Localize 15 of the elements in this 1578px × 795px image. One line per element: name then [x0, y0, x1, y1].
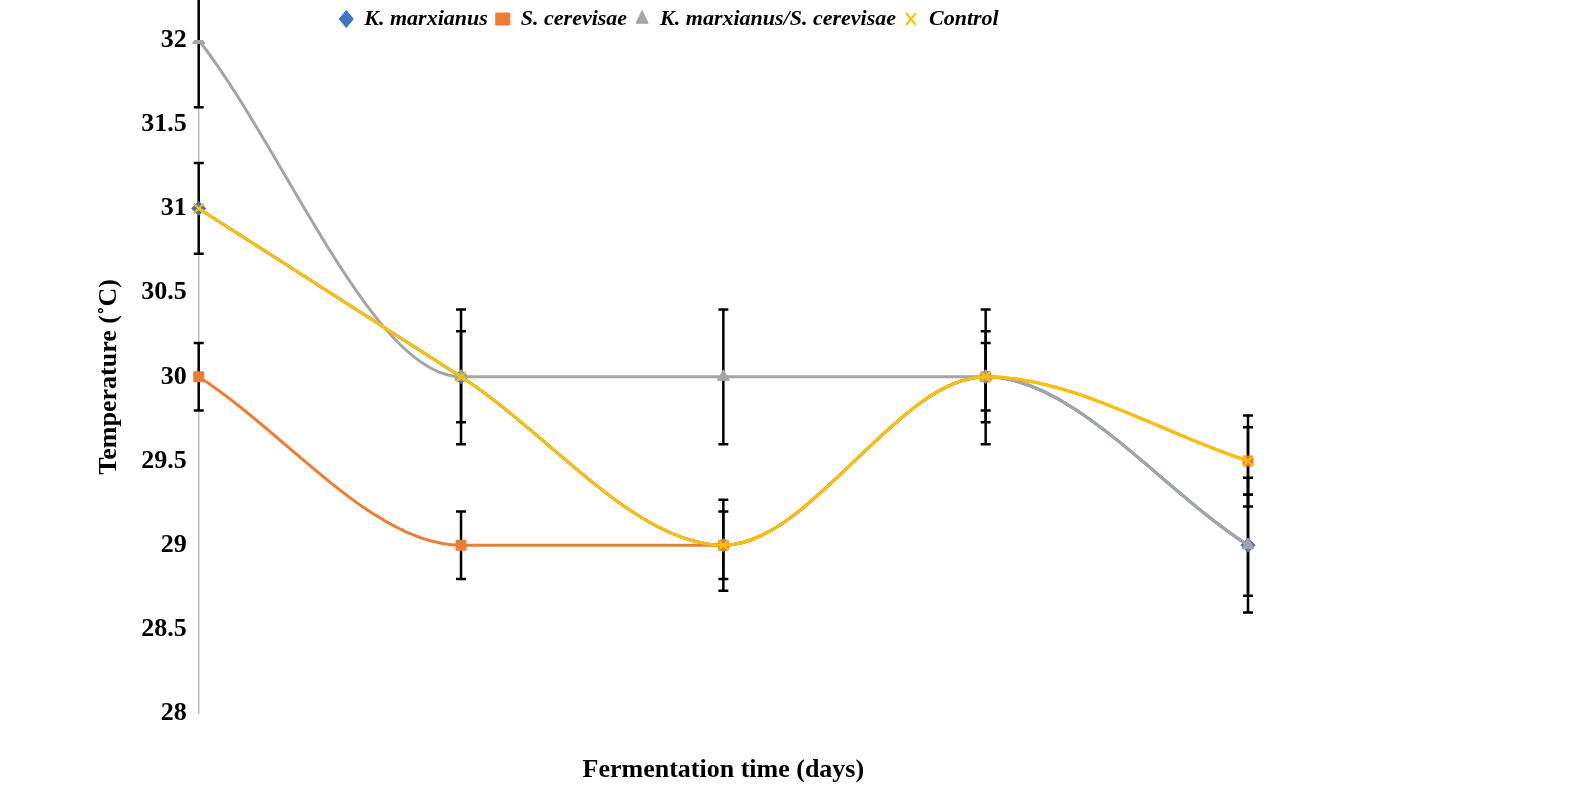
legend-label: K. marxianus	[363, 4, 488, 30]
y-axis-title: Temperature (˚C)	[93, 278, 123, 475]
legend-label: S. cerevisae	[520, 4, 628, 30]
y-tick-label: 31	[160, 192, 187, 222]
y-tick-label: 29	[160, 528, 187, 558]
legend-label: Control	[928, 4, 1000, 30]
y-tick-label: 32	[160, 23, 187, 53]
y-tick-label: 31.5	[141, 107, 187, 137]
x-axis-title: Fermentation time (days)	[582, 754, 865, 784]
y-tick-label: 30.5	[141, 276, 187, 306]
legend-label: K. marxianus/S. cerevisae	[659, 4, 897, 30]
y-tick-label: 28.5	[141, 613, 187, 643]
y-tick-label: 28	[160, 697, 187, 727]
y-tick-label: 30	[160, 360, 187, 390]
y-tick-label: 29.5	[141, 444, 187, 474]
